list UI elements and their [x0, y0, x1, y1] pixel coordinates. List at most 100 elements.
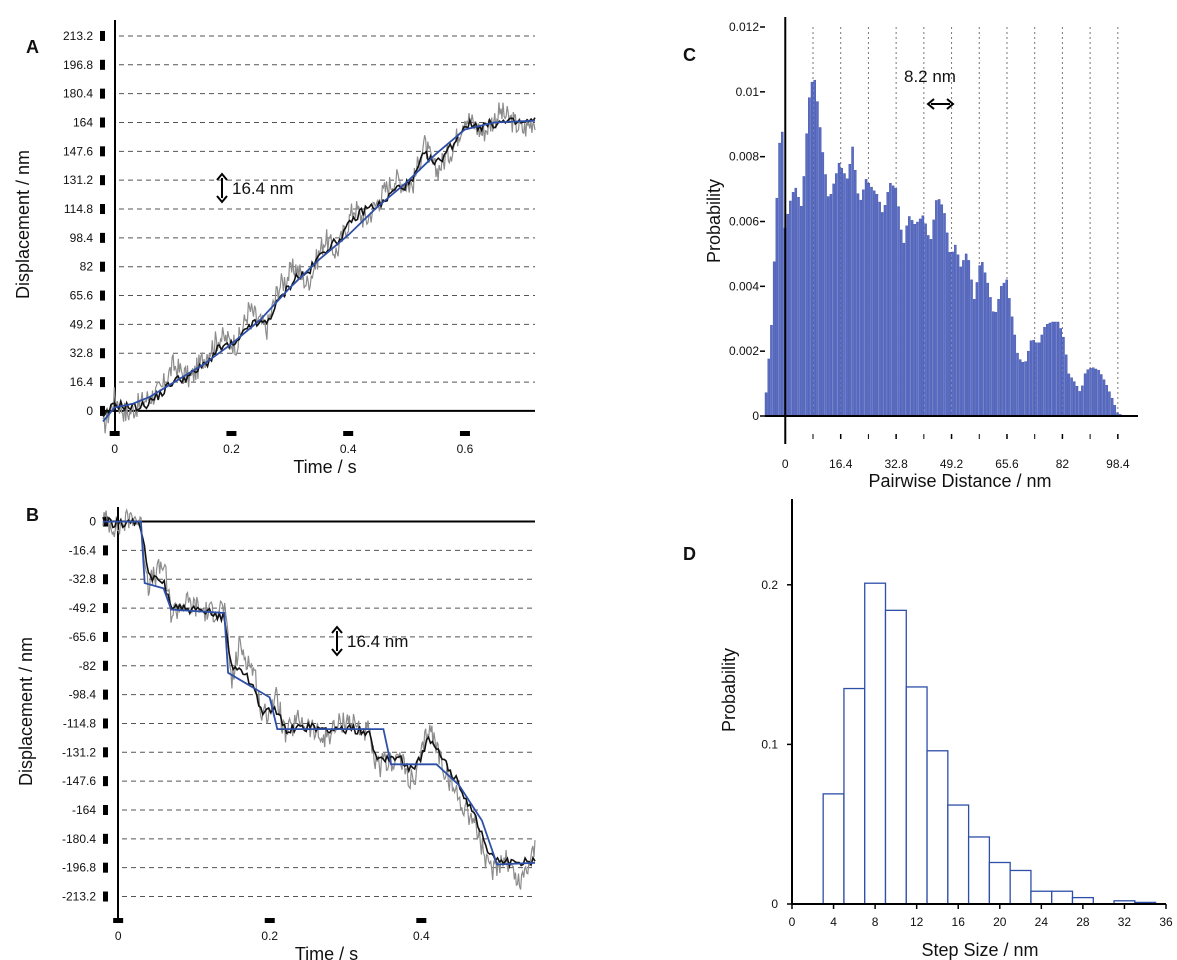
x-tick-mark	[343, 431, 354, 436]
histogram-bar	[983, 272, 987, 417]
histogram-bar	[797, 196, 800, 417]
histogram-bar	[1043, 326, 1046, 417]
histogram-bar	[956, 254, 960, 417]
y-tick-mark	[100, 175, 105, 186]
y-tick-label: 196.8	[63, 58, 93, 72]
histogram-bar	[770, 325, 773, 417]
y-tick-label: 32.8	[70, 346, 94, 360]
x-tick-label: 16	[952, 915, 966, 929]
histogram-bar	[1105, 385, 1108, 417]
histogram-bar	[818, 127, 822, 417]
histogram-bar	[864, 582, 887, 905]
histogram-bar	[886, 192, 889, 417]
x-tick-label: 65.6	[995, 457, 1019, 471]
annotation-arrowhead	[331, 648, 343, 657]
annotation-arrowhead	[331, 625, 343, 634]
histogram-bar	[781, 131, 784, 417]
panel-letter: C	[683, 45, 696, 65]
y-tick-label: 0	[752, 409, 759, 423]
y-tick-mark	[103, 862, 108, 873]
histogram-bar	[932, 219, 935, 417]
y-tick-mark	[100, 204, 105, 215]
annotation-arrowhead	[216, 195, 228, 204]
histogram-bar	[989, 297, 992, 417]
histogram-bar	[767, 358, 771, 417]
x-tick-label: 0.2	[223, 442, 240, 456]
histogram-bar	[929, 239, 933, 417]
x-axis-title: Step Size / nm	[921, 940, 1038, 960]
histogram-bar	[918, 218, 922, 417]
histogram-bar	[837, 162, 841, 417]
x-tick-mark	[113, 918, 124, 923]
histogram-bar	[899, 229, 903, 417]
y-tick-mark	[103, 545, 108, 556]
y-tick-label: -180.4	[62, 832, 96, 846]
histogram-bar	[1010, 316, 1014, 417]
histogram-bar	[1086, 369, 1090, 417]
histogram-bar	[945, 232, 949, 417]
histogram-bar	[981, 262, 984, 417]
histogram-bar	[994, 312, 998, 417]
y-tick-mark	[103, 574, 108, 585]
histogram-bar	[843, 173, 846, 417]
y-tick-label: 0.012	[729, 20, 759, 34]
panel-letter: A	[26, 37, 39, 57]
y-tick-label: -49.2	[69, 601, 97, 615]
y-tick-label: 0	[89, 515, 96, 529]
histogram-bar	[843, 687, 866, 905]
histogram-bar	[832, 183, 835, 417]
y-tick-mark	[103, 718, 108, 729]
histogram-bar	[1073, 381, 1076, 417]
histogram-bar	[1108, 391, 1111, 417]
histogram-bar	[854, 170, 857, 417]
histogram-bar	[1091, 367, 1095, 417]
y-tick-label: 0.008	[729, 150, 759, 164]
histogram-bar	[1089, 368, 1092, 417]
histogram-bar	[1100, 374, 1103, 417]
x-tick-label: 28	[1076, 915, 1090, 929]
y-tick-label: 0.01	[736, 85, 760, 99]
histogram-bar	[897, 206, 900, 417]
histogram-bar	[997, 299, 1000, 417]
x-axis-title: Pairwise Distance / nm	[868, 471, 1051, 491]
histogram-bar	[902, 242, 906, 417]
histogram-bar	[772, 261, 776, 417]
histogram-bar	[1048, 322, 1052, 417]
y-tick-mark	[103, 660, 108, 671]
y-tick-mark	[100, 146, 105, 157]
histogram-bar	[1094, 368, 1098, 417]
histogram-bar	[764, 392, 768, 417]
y-tick-label: -65.6	[69, 630, 97, 644]
x-tick-label: 36	[1159, 915, 1173, 929]
histogram-bar	[948, 252, 952, 417]
histogram-bar	[1102, 379, 1106, 417]
histogram-bar	[1081, 385, 1084, 417]
panel-letter: D	[683, 544, 696, 564]
histogram-bar	[937, 199, 941, 417]
y-tick-mark	[100, 117, 105, 128]
histogram-bar	[829, 194, 833, 417]
histogram-bar	[856, 193, 860, 417]
x-axis-title: Time / s	[293, 457, 356, 477]
histogram-bar	[845, 178, 849, 417]
histogram-bar	[986, 282, 990, 417]
histogram-bar	[921, 215, 925, 417]
histogram-bar	[1045, 324, 1049, 417]
x-tick-label: 0.4	[340, 442, 357, 456]
panel-c: C 0 0.002 0.004 0.006 0.008 0.01 0.012 0 16.4 32.8…	[683, 17, 1138, 491]
histogram-bar	[835, 173, 838, 417]
histogram-bar	[927, 235, 930, 417]
y-tick-label: -16.4	[69, 543, 97, 557]
histogram-bar	[954, 244, 957, 417]
panel-letter: B	[26, 505, 39, 525]
histogram-bar	[821, 152, 825, 417]
y-tick-mark	[100, 88, 105, 99]
histogram-bar	[1013, 334, 1017, 417]
histogram-bar	[1113, 405, 1117, 417]
histogram-bar	[1032, 339, 1035, 417]
histogram-bar	[991, 311, 995, 417]
x-tick-label: 98.4	[1106, 457, 1130, 471]
histogram-bar	[1016, 352, 1019, 417]
histogram-bar	[940, 204, 944, 417]
annotation-label: 16.4 nm	[347, 632, 408, 651]
